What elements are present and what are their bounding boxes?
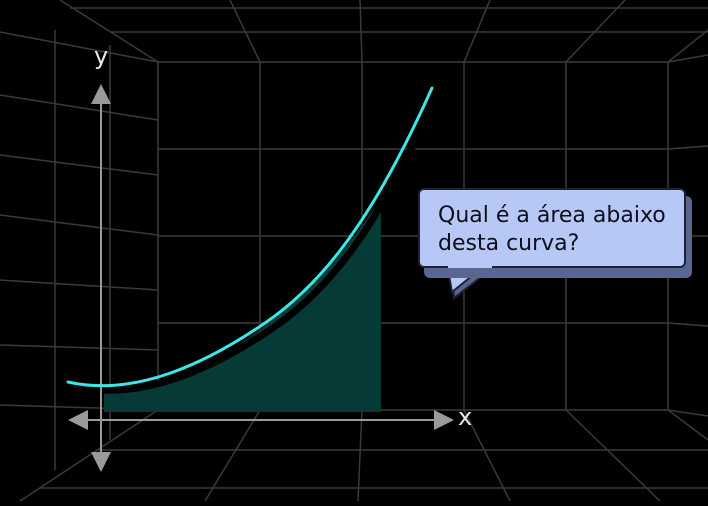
y-axis-label: y — [94, 42, 109, 70]
bubble-tail-join — [448, 264, 492, 268]
speech-bubble: Qual é a área abaixo desta curva? — [418, 188, 686, 268]
x-axis-label: x — [458, 403, 473, 431]
speech-bubble-line-1: Qual é a área abaixo — [438, 203, 666, 228]
shaded-area — [104, 200, 381, 412]
curve-shadow — [71, 93, 440, 394]
function-curve — [66, 86, 434, 388]
speech-bubble-line-2: desta curva? — [438, 231, 580, 256]
